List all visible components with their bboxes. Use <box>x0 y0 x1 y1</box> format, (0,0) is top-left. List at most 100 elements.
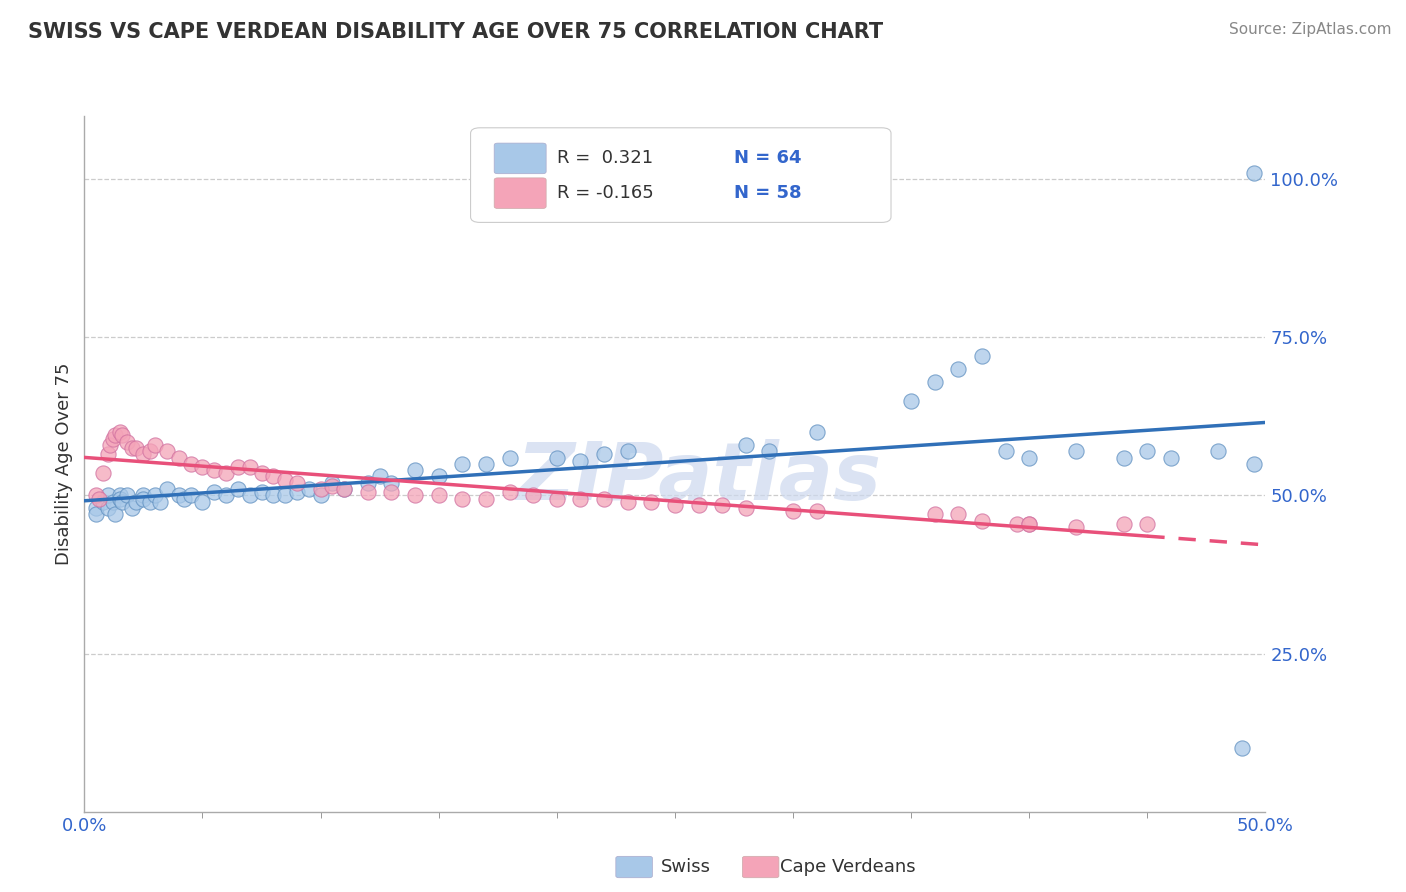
Point <box>132 488 155 502</box>
Point <box>1066 520 1088 534</box>
Point <box>1112 516 1135 531</box>
Point <box>664 498 686 512</box>
Point <box>546 450 568 465</box>
Text: R = -0.165: R = -0.165 <box>557 184 654 202</box>
Point <box>104 428 127 442</box>
Point <box>191 495 214 509</box>
Text: Cape Verdeans: Cape Verdeans <box>780 858 915 876</box>
Text: N = 64: N = 64 <box>734 149 801 168</box>
Point <box>309 488 332 502</box>
Point <box>97 447 120 461</box>
Point <box>111 495 134 509</box>
Point <box>191 460 214 475</box>
Point <box>1112 450 1135 465</box>
Point <box>593 491 616 506</box>
Point <box>180 457 202 471</box>
Point <box>167 450 190 465</box>
Text: R =  0.321: R = 0.321 <box>557 149 652 168</box>
Point <box>101 495 124 509</box>
Point <box>215 488 238 502</box>
Point <box>121 501 143 516</box>
Point <box>569 453 592 467</box>
Point <box>1136 444 1159 458</box>
Point <box>226 460 249 475</box>
Point <box>333 482 356 496</box>
Point <box>125 495 148 509</box>
Point <box>97 488 120 502</box>
Point <box>321 479 343 493</box>
Point <box>108 425 131 440</box>
Point <box>970 514 993 528</box>
Point <box>121 441 143 455</box>
Point <box>924 508 946 522</box>
Point <box>156 482 179 496</box>
Point <box>285 475 308 490</box>
Point <box>593 447 616 461</box>
Point <box>239 460 262 475</box>
Point <box>994 444 1017 458</box>
Point <box>132 491 155 506</box>
Point <box>167 488 190 502</box>
Point <box>522 488 544 502</box>
Point <box>115 434 138 449</box>
Point <box>143 438 166 452</box>
Point <box>357 485 380 500</box>
Point <box>380 475 402 490</box>
Point <box>688 498 710 512</box>
Point <box>640 495 662 509</box>
Point <box>333 482 356 496</box>
Text: Source: ZipAtlas.com: Source: ZipAtlas.com <box>1229 22 1392 37</box>
Point <box>970 349 993 363</box>
Point <box>404 488 426 502</box>
Point <box>87 491 110 506</box>
Point <box>115 488 138 502</box>
Point <box>948 362 970 376</box>
Point <box>569 491 592 506</box>
Point <box>84 488 107 502</box>
Point <box>104 508 127 522</box>
Point <box>924 375 946 389</box>
Point <box>475 457 498 471</box>
Point <box>97 501 120 516</box>
Point <box>1230 741 1253 756</box>
Point <box>1018 516 1040 531</box>
Point <box>309 482 332 496</box>
Point <box>451 491 474 506</box>
Point <box>1136 516 1159 531</box>
Point <box>173 491 195 506</box>
Point <box>226 482 249 496</box>
Point <box>357 475 380 490</box>
Point <box>262 488 284 502</box>
Point <box>451 457 474 471</box>
Point <box>1066 444 1088 458</box>
Point <box>900 393 922 408</box>
Point <box>108 491 131 506</box>
Point <box>84 501 107 516</box>
Point <box>404 463 426 477</box>
Point <box>1206 444 1229 458</box>
Point <box>711 498 734 512</box>
Point <box>139 444 162 458</box>
Point <box>1243 166 1265 180</box>
Point <box>262 469 284 483</box>
Text: ZIPatlas: ZIPatlas <box>516 439 882 516</box>
Point <box>498 485 520 500</box>
Point <box>1160 450 1182 465</box>
Point <box>125 441 148 455</box>
Point <box>806 425 828 440</box>
Point <box>380 485 402 500</box>
Point <box>1007 516 1029 531</box>
Point <box>180 488 202 502</box>
Point <box>274 488 297 502</box>
Point <box>98 438 121 452</box>
Point <box>1018 516 1040 531</box>
FancyBboxPatch shape <box>471 128 891 222</box>
Point <box>202 485 225 500</box>
FancyBboxPatch shape <box>494 178 546 209</box>
Point <box>274 473 297 487</box>
Point <box>758 444 780 458</box>
Point <box>84 508 107 522</box>
Text: SWISS VS CAPE VERDEAN DISABILITY AGE OVER 75 CORRELATION CHART: SWISS VS CAPE VERDEAN DISABILITY AGE OVE… <box>28 22 883 42</box>
Point <box>101 432 124 446</box>
Point <box>132 447 155 461</box>
